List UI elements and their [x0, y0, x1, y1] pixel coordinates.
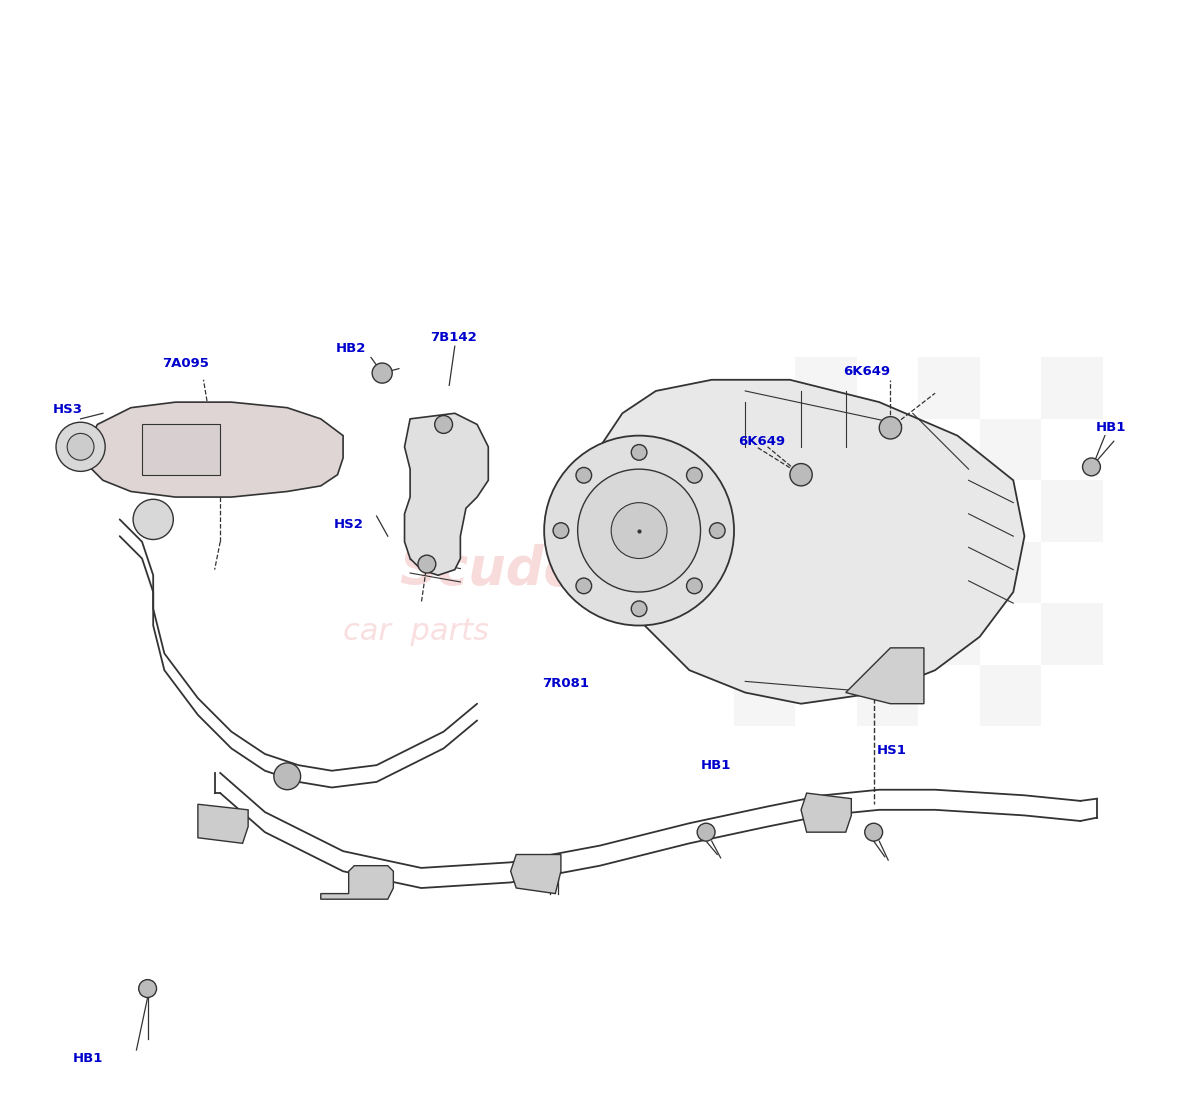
Text: Scuderia: Scuderia: [398, 544, 659, 595]
Text: 7R081: 7R081: [542, 677, 589, 690]
Polygon shape: [846, 648, 924, 704]
Circle shape: [544, 436, 734, 626]
Circle shape: [418, 555, 436, 573]
Bar: [796, 480, 857, 542]
Polygon shape: [802, 793, 851, 832]
Circle shape: [576, 577, 592, 593]
Circle shape: [880, 417, 901, 439]
Text: HB1: HB1: [1096, 421, 1127, 435]
Bar: [796, 603, 857, 665]
Circle shape: [1082, 458, 1100, 476]
Text: HS2: HS2: [334, 518, 364, 532]
Text: 7A095: 7A095: [162, 356, 209, 370]
Bar: [1042, 480, 1103, 542]
Circle shape: [372, 363, 392, 383]
Bar: [142, 424, 221, 475]
Circle shape: [686, 577, 702, 593]
Bar: [979, 665, 1042, 726]
Text: 6K649: 6K649: [844, 365, 890, 379]
Bar: [734, 419, 796, 480]
Text: 6K649: 6K649: [738, 435, 786, 448]
Bar: [1042, 603, 1103, 665]
Circle shape: [274, 763, 301, 790]
Text: 7B142: 7B142: [431, 331, 476, 344]
Bar: [857, 665, 918, 726]
Circle shape: [611, 503, 667, 558]
Bar: [979, 542, 1042, 603]
Bar: [1042, 357, 1103, 419]
Bar: [857, 542, 918, 603]
Circle shape: [56, 422, 106, 471]
Circle shape: [577, 469, 701, 592]
Circle shape: [576, 468, 592, 484]
Circle shape: [631, 601, 647, 617]
Polygon shape: [198, 804, 248, 843]
Polygon shape: [86, 402, 343, 497]
Circle shape: [865, 823, 883, 841]
Bar: [918, 357, 979, 419]
Circle shape: [697, 823, 715, 841]
Text: HB2: HB2: [335, 342, 366, 355]
Bar: [918, 480, 979, 542]
Bar: [979, 419, 1042, 480]
Polygon shape: [589, 380, 1025, 704]
Text: car  parts: car parts: [343, 617, 490, 646]
Circle shape: [133, 499, 173, 540]
Circle shape: [553, 523, 569, 538]
Circle shape: [631, 445, 647, 460]
Circle shape: [686, 468, 702, 484]
Polygon shape: [320, 866, 394, 899]
Circle shape: [434, 416, 452, 433]
Bar: [734, 665, 796, 726]
Circle shape: [709, 523, 725, 538]
Bar: [796, 357, 857, 419]
Circle shape: [790, 464, 812, 486]
Text: HS1: HS1: [877, 744, 907, 757]
Polygon shape: [404, 413, 488, 575]
Circle shape: [139, 980, 156, 997]
Bar: [857, 419, 918, 480]
Circle shape: [67, 433, 94, 460]
Text: HB1: HB1: [701, 758, 731, 772]
Polygon shape: [511, 855, 560, 894]
Text: HB1: HB1: [73, 1052, 103, 1066]
Bar: [734, 542, 796, 603]
Bar: [918, 603, 979, 665]
Text: HS3: HS3: [53, 403, 83, 417]
